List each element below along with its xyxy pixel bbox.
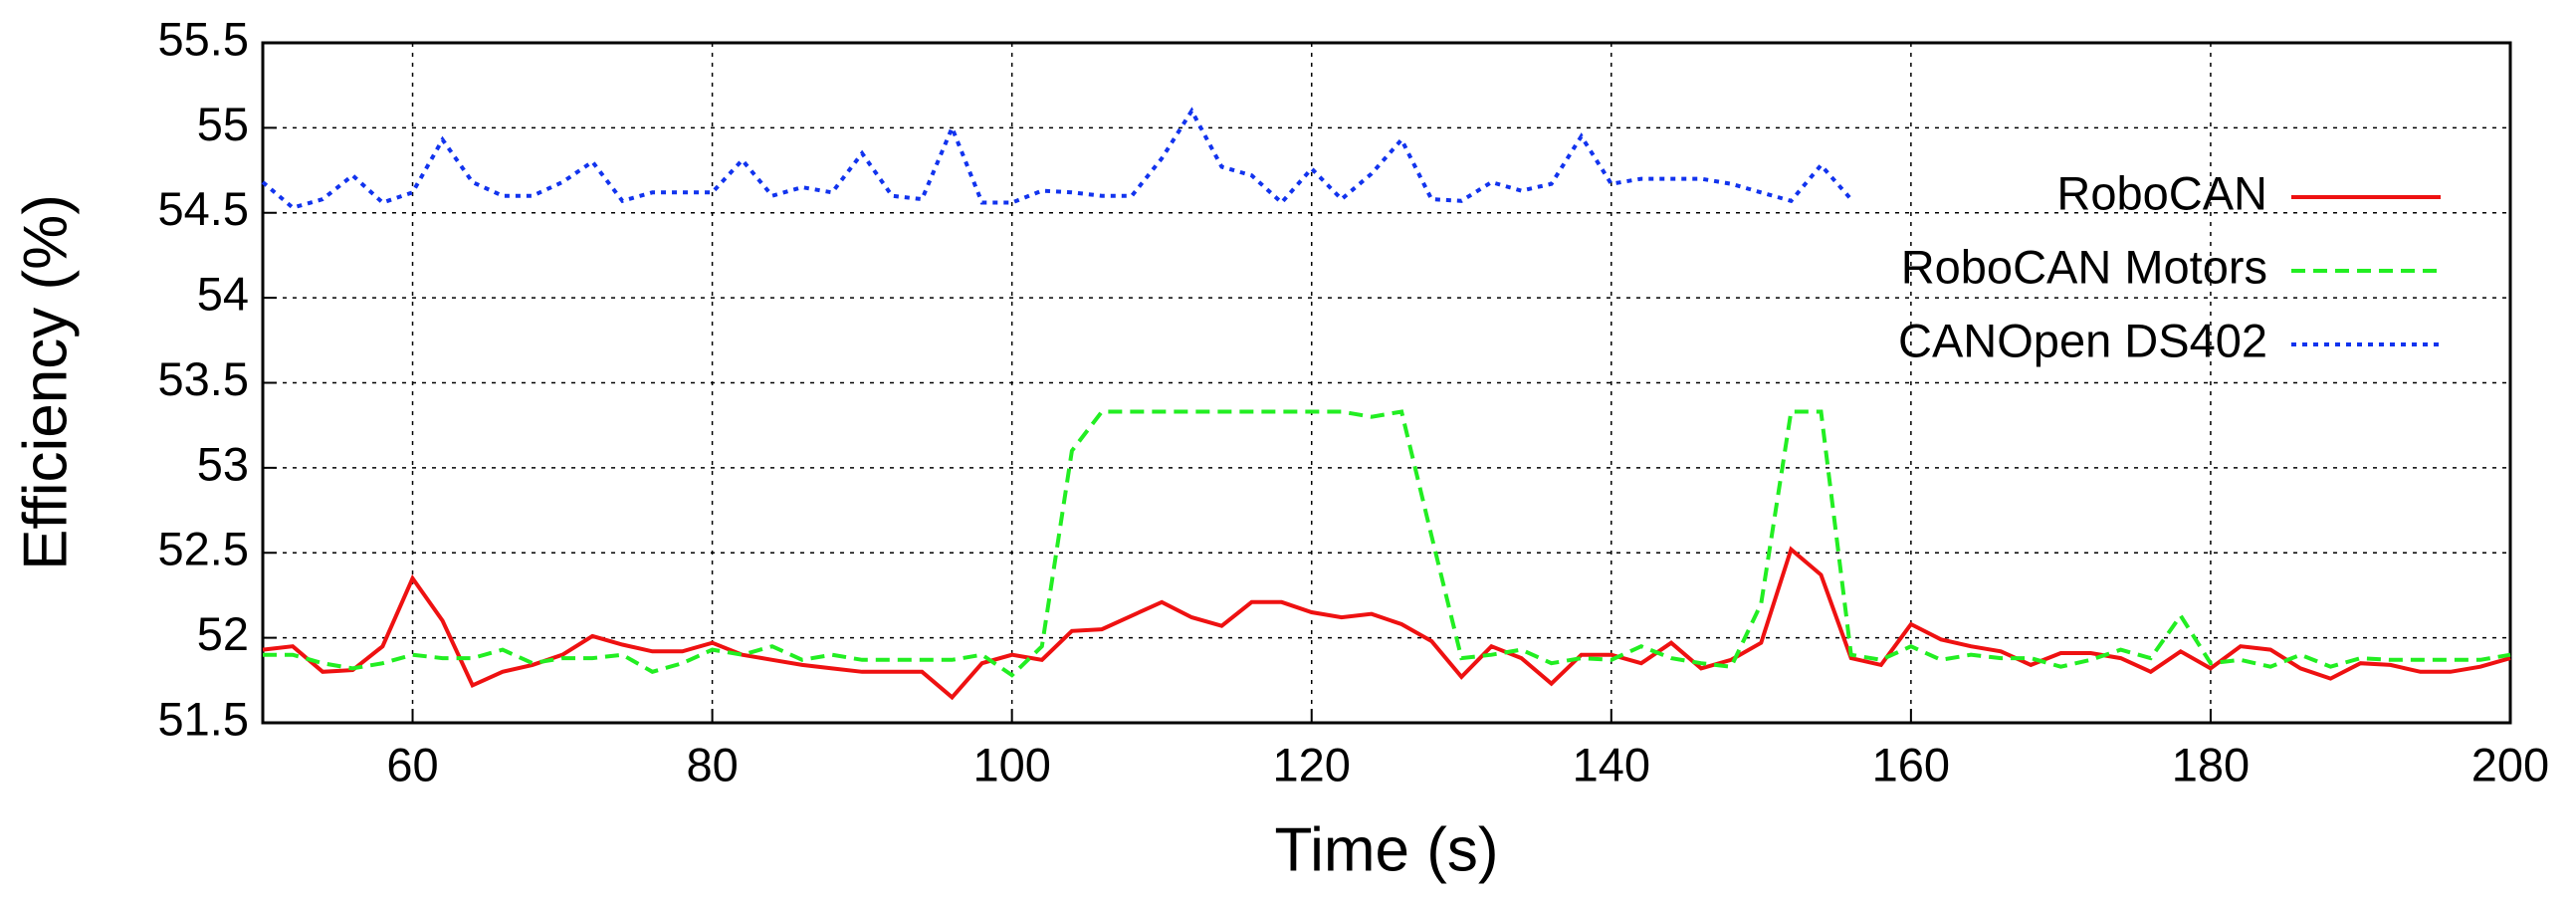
y-tick-label: 52 xyxy=(197,607,249,660)
x-tick-label: 140 xyxy=(1573,738,1650,790)
series-line xyxy=(262,546,2511,701)
plot-frame xyxy=(261,41,2512,725)
y-tick-label: 55 xyxy=(197,98,249,150)
y-tick-label: 54.5 xyxy=(158,182,249,235)
y-tick-label: 51.5 xyxy=(158,692,249,745)
x-tick-label: 180 xyxy=(2172,738,2250,790)
y-tick-label: 53.5 xyxy=(158,352,249,405)
y-tick-label: 52.5 xyxy=(158,523,249,575)
x-tick-label: 120 xyxy=(1273,738,1351,790)
y-axis-title: Efficiency (%) xyxy=(11,194,80,570)
legend-label: RoboCAN Motors xyxy=(1901,240,2267,293)
series-line xyxy=(263,409,2511,678)
legend-label: CANOpen DS402 xyxy=(1898,314,2267,366)
y-tick-label: 54 xyxy=(197,268,249,321)
legend-label: RoboCAN xyxy=(2056,166,2267,219)
x-tick-label: 80 xyxy=(686,738,738,790)
x-tick-label: 200 xyxy=(2471,738,2549,790)
series-line xyxy=(261,107,1853,210)
y-tick-label: 53 xyxy=(197,437,249,490)
x-axis-title: Time (s) xyxy=(1275,815,1499,884)
x-tick-label: 60 xyxy=(386,738,438,790)
x-tick-label: 160 xyxy=(1872,738,1950,790)
x-tick-label: 100 xyxy=(972,738,1050,790)
y-tick-label: 55.5 xyxy=(158,12,249,65)
